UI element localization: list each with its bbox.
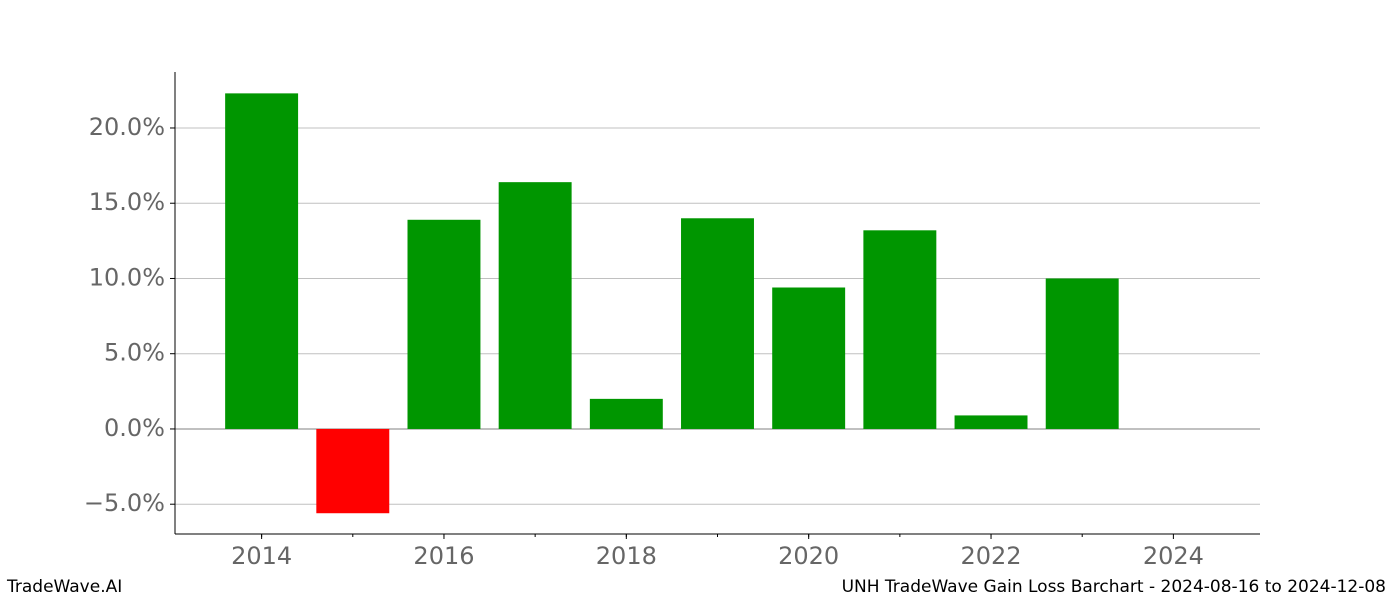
y-tick-label: −5.0% (84, 489, 165, 517)
watermark: TradeWave.AI (6, 577, 122, 597)
bar (681, 218, 754, 429)
y-tick-label: 5.0% (104, 339, 165, 367)
bar (772, 287, 846, 429)
bar (316, 428, 390, 514)
y-tick-label: 15.0% (89, 188, 165, 216)
bar (1045, 278, 1119, 429)
bar (225, 93, 299, 429)
bar (954, 415, 1028, 429)
bar (407, 219, 481, 429)
x-tick-label: 2024 (1143, 542, 1204, 570)
y-tick-label: 0.0% (104, 414, 165, 442)
bar (589, 398, 663, 429)
x-tick-label: 2016 (413, 542, 474, 570)
chart-title: UNH TradeWave Gain Loss Barchart - 2024-… (842, 577, 1386, 597)
x-tick-label: 2020 (778, 542, 839, 570)
x-tick-label: 2022 (960, 542, 1021, 570)
y-tick-label: 10.0% (89, 263, 165, 291)
y-tick-label: 20.0% (89, 113, 165, 141)
x-tick-label: 2014 (231, 542, 292, 570)
bar (863, 230, 937, 429)
x-tick-label: 2018 (596, 542, 657, 570)
bar (498, 182, 572, 429)
